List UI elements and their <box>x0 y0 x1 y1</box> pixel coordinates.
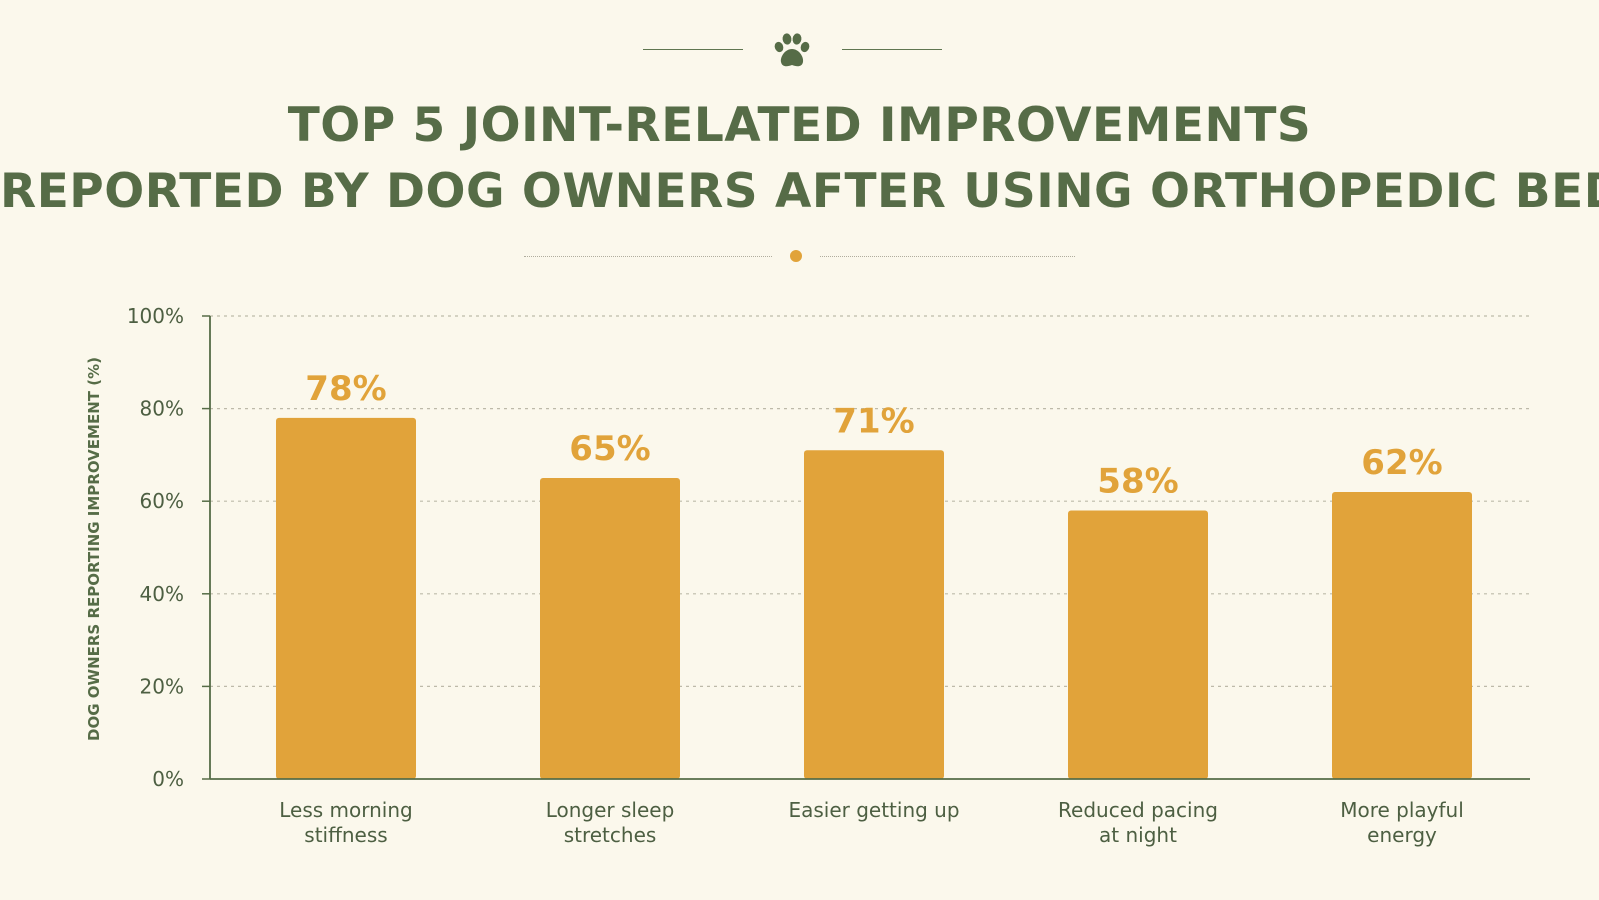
x-category-label-line-1: Less morning <box>279 798 413 822</box>
title-divider-right <box>820 256 1075 257</box>
x-category-label-line-1: Reduced pacing <box>1058 798 1218 822</box>
bar-value-label: 78% <box>305 369 386 409</box>
bar-value-label: 65% <box>569 429 650 469</box>
y-tick-label: 100% <box>127 304 184 328</box>
x-category-label-line-2: at night <box>1099 823 1177 847</box>
bar <box>540 478 680 779</box>
chart-title-line-2: REPORTED BY DOG OWNERS AFTER USING ORTHO… <box>0 164 1599 219</box>
bar <box>1068 510 1208 779</box>
x-category-label-line-1: Easier getting up <box>788 798 960 822</box>
y-tick-label: 40% <box>140 582 184 606</box>
bar <box>804 450 944 779</box>
x-category-label: More playful energy <box>1292 798 1512 848</box>
bar-value-label: 71% <box>833 401 914 441</box>
y-tick-label: 0% <box>152 767 184 791</box>
paw-icon <box>774 33 810 67</box>
y-tick-label: 60% <box>140 489 184 513</box>
title-divider-dot <box>790 250 802 262</box>
bar-value-label: 62% <box>1361 443 1442 483</box>
header-ornament-line-left <box>643 49 743 50</box>
x-category-label-line-1: More playful <box>1340 798 1464 822</box>
title-divider-left <box>524 256 772 257</box>
y-axis-label: DOG OWNERS REPORTING IMPROVEMENT (%) <box>85 357 103 741</box>
bar <box>276 417 416 779</box>
x-category-label-line-2: energy <box>1367 823 1437 847</box>
y-tick-label: 20% <box>140 674 184 698</box>
header-ornament-line-right <box>842 49 942 50</box>
x-category-label-line-2: stiffness <box>304 823 388 847</box>
x-category-label: Easier getting up <box>764 798 984 823</box>
y-tick-label: 80% <box>140 397 184 421</box>
x-category-label: Less morning stiffness <box>236 798 456 848</box>
bar-value-label: 58% <box>1097 461 1178 501</box>
bar <box>1332 491 1472 779</box>
x-category-label: Longer sleep stretches <box>500 798 720 848</box>
chart-title-line-1: TOP 5 JOINT-RELATED IMPROVEMENTS <box>287 98 1312 153</box>
x-category-label-line-2: stretches <box>563 823 657 847</box>
x-category-label: Reduced pacing at night <box>1028 798 1248 848</box>
x-category-label-line-1: Longer sleep <box>545 798 675 822</box>
